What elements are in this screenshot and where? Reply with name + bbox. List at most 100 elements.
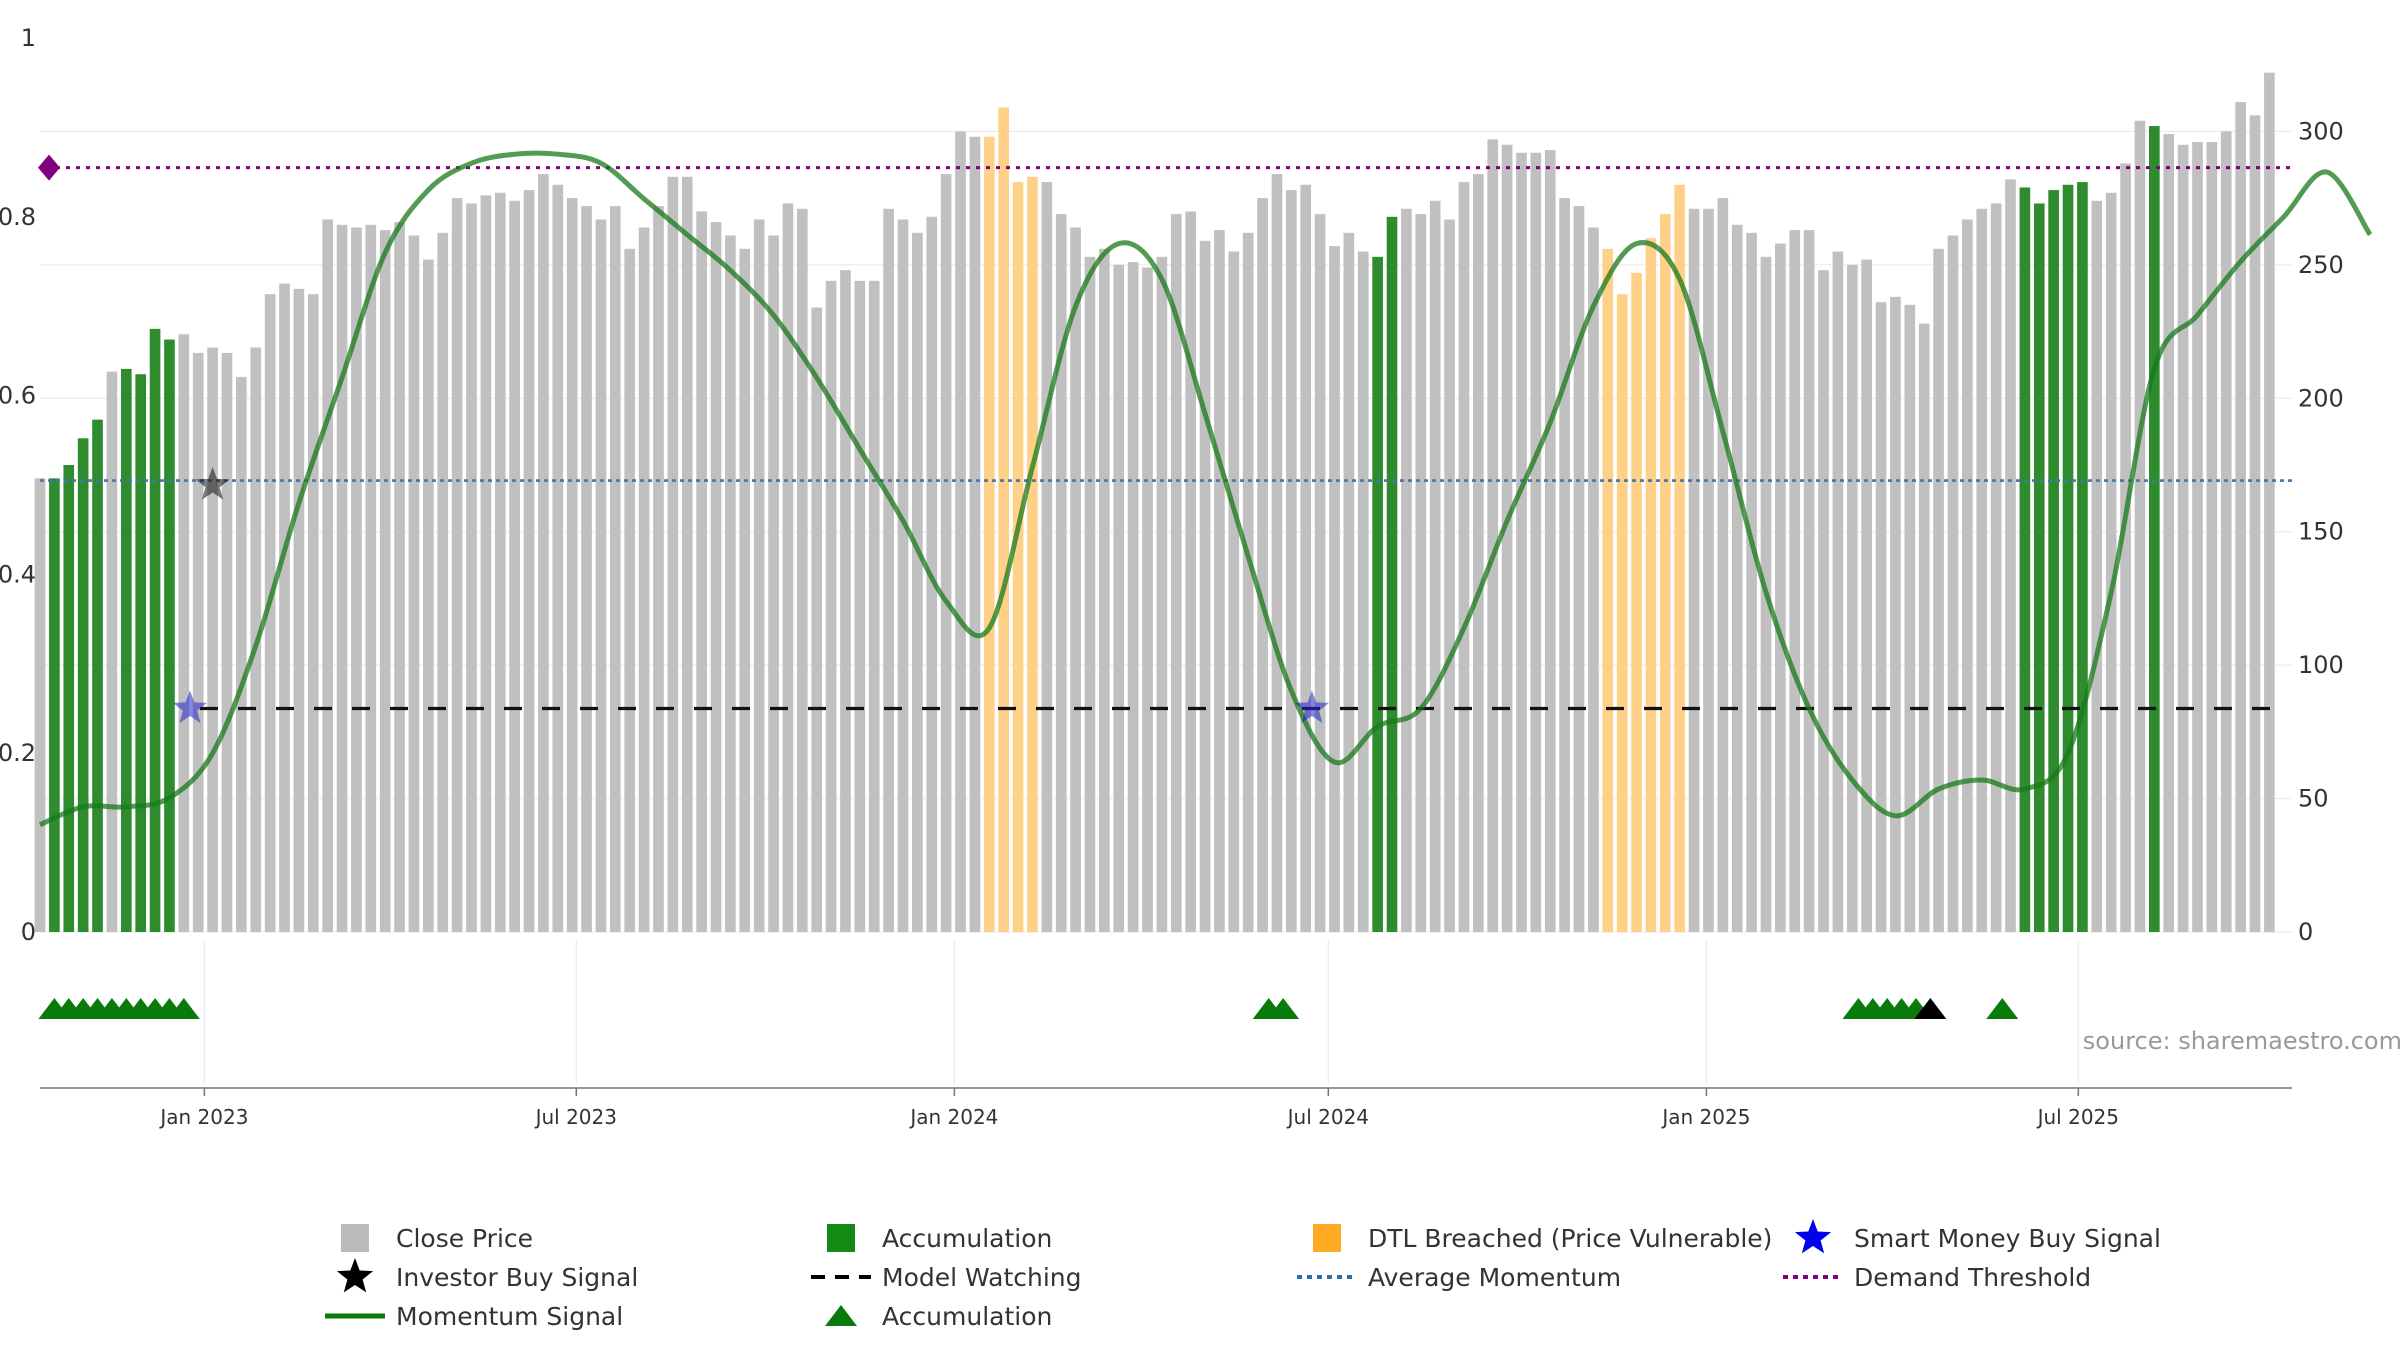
legend-item: Smart Money Buy Signal bbox=[1794, 1219, 2161, 1254]
price-bar bbox=[2105, 192, 2117, 932]
axes: 0 0.2 0.4 0.6 0.8 1 0 50 100 150 200 250 300 Jan 2023… bbox=[0, 24, 2344, 1129]
price-bar bbox=[34, 478, 46, 932]
price-bar bbox=[840, 270, 851, 932]
price-bar bbox=[1530, 152, 1542, 932]
price-bar bbox=[710, 222, 722, 932]
accumulation-triangle bbox=[167, 998, 200, 1019]
right-tick-label: 50 bbox=[2298, 785, 2329, 813]
price-bar bbox=[2120, 163, 2131, 932]
legend-label: DTL Breached (Price Vulnerable) bbox=[1368, 1224, 1772, 1253]
price-bar bbox=[897, 219, 909, 933]
price-bar bbox=[653, 206, 664, 932]
x-tick-label: Jul 2023 bbox=[534, 1105, 617, 1129]
signal-markers bbox=[172, 467, 1329, 724]
price-bar bbox=[1616, 294, 1628, 932]
legend-label: Close Price bbox=[396, 1224, 533, 1253]
price-bar bbox=[1127, 262, 1139, 932]
legend-item: DTL Breached (Price Vulnerable) bbox=[1313, 1224, 1772, 1253]
price-bar bbox=[2264, 72, 2275, 932]
price-bar bbox=[2206, 142, 2218, 932]
legend-label: Model Watching bbox=[882, 1263, 1082, 1292]
price-bar bbox=[1257, 198, 1268, 932]
price-bar bbox=[379, 230, 391, 932]
price-bar bbox=[1775, 243, 1786, 933]
price-bar bbox=[2177, 144, 2189, 932]
momentum-signal bbox=[38, 150, 2373, 828]
price-bar bbox=[1185, 211, 1196, 932]
left-tick-label: 0.6 bbox=[0, 382, 36, 410]
price-bar bbox=[1544, 150, 1556, 932]
left-tick-label: 0.8 bbox=[0, 203, 36, 231]
legend-label: Momentum Signal bbox=[396, 1302, 623, 1331]
price-bar bbox=[782, 203, 794, 932]
price-bar bbox=[868, 280, 880, 933]
price-bar bbox=[753, 219, 765, 933]
price-bar bbox=[207, 347, 218, 932]
price-bar bbox=[1674, 184, 1685, 932]
price-bar bbox=[149, 328, 161, 932]
price-bar bbox=[2005, 179, 2016, 932]
price-bar bbox=[192, 352, 204, 932]
source-credit: source: sharemaestro.com bbox=[2083, 1027, 2400, 1055]
right-tick-label: 300 bbox=[2298, 117, 2344, 145]
price-bar bbox=[912, 232, 923, 932]
price-bar bbox=[768, 235, 779, 933]
right-tick-label: 200 bbox=[2298, 384, 2344, 412]
price-bar bbox=[1242, 232, 1254, 932]
price-bar bbox=[1659, 214, 1671, 932]
price-bar bbox=[1444, 219, 1455, 933]
x-tick-label: Jan 2023 bbox=[158, 1105, 248, 1129]
price-bar bbox=[595, 219, 607, 933]
price-bar bbox=[1300, 184, 1312, 932]
x-tick-label: Jul 2025 bbox=[2036, 1105, 2119, 1129]
legend-swatch bbox=[1794, 1219, 1832, 1254]
price-bar bbox=[1429, 200, 1441, 933]
momentum-signal-line bbox=[38, 150, 2373, 828]
price-bar bbox=[739, 248, 751, 932]
price-bar bbox=[883, 208, 894, 933]
price-bar bbox=[1818, 270, 1829, 932]
price-bar bbox=[1372, 256, 1383, 933]
price-bar bbox=[2149, 126, 2160, 932]
price-bar bbox=[1516, 152, 1527, 932]
price-bar bbox=[667, 176, 679, 932]
price-bar bbox=[2019, 187, 2031, 932]
price-bar bbox=[1703, 208, 1714, 933]
price-bar bbox=[1789, 230, 1801, 932]
legend-swatch bbox=[341, 1224, 369, 1252]
price-bar bbox=[1314, 214, 1326, 932]
smart-money-star bbox=[172, 690, 208, 724]
legend-item: Accumulation bbox=[827, 1224, 1052, 1253]
right-tick-label: 0 bbox=[2298, 918, 2313, 946]
price-bar bbox=[106, 371, 118, 933]
price-bar bbox=[2048, 190, 2059, 933]
reference-lines bbox=[38, 154, 2292, 711]
x-tick-label: Jul 2024 bbox=[1286, 1105, 1369, 1129]
price-bar bbox=[825, 280, 837, 933]
price-bar bbox=[1803, 230, 1815, 932]
price-bar bbox=[322, 219, 333, 933]
price-bar bbox=[566, 198, 578, 932]
legend: Close Price Accumulation DTL Breached (Pri… bbox=[325, 1219, 2161, 1331]
legend-item: Close Price bbox=[341, 1224, 533, 1253]
price-bar bbox=[394, 222, 405, 932]
price-bar bbox=[638, 227, 650, 933]
price-bar bbox=[1084, 256, 1096, 933]
price-bar bbox=[2235, 102, 2246, 933]
price-bar bbox=[1645, 238, 1657, 932]
price-bar bbox=[365, 224, 377, 932]
price-bar bbox=[49, 478, 60, 932]
price-bar bbox=[408, 235, 420, 933]
right-tick-label: 250 bbox=[2298, 251, 2344, 279]
price-bar bbox=[1012, 182, 1024, 933]
price-bar bbox=[1746, 232, 1757, 932]
smart-money-star bbox=[1294, 690, 1329, 724]
price-bar bbox=[1458, 182, 1470, 933]
price-bar bbox=[236, 376, 247, 932]
accumulation-triangle bbox=[1267, 998, 1300, 1019]
price-bar bbox=[480, 195, 492, 932]
price-bar bbox=[2163, 134, 2175, 932]
price-bar bbox=[423, 259, 434, 932]
price-bar bbox=[2077, 182, 2088, 933]
